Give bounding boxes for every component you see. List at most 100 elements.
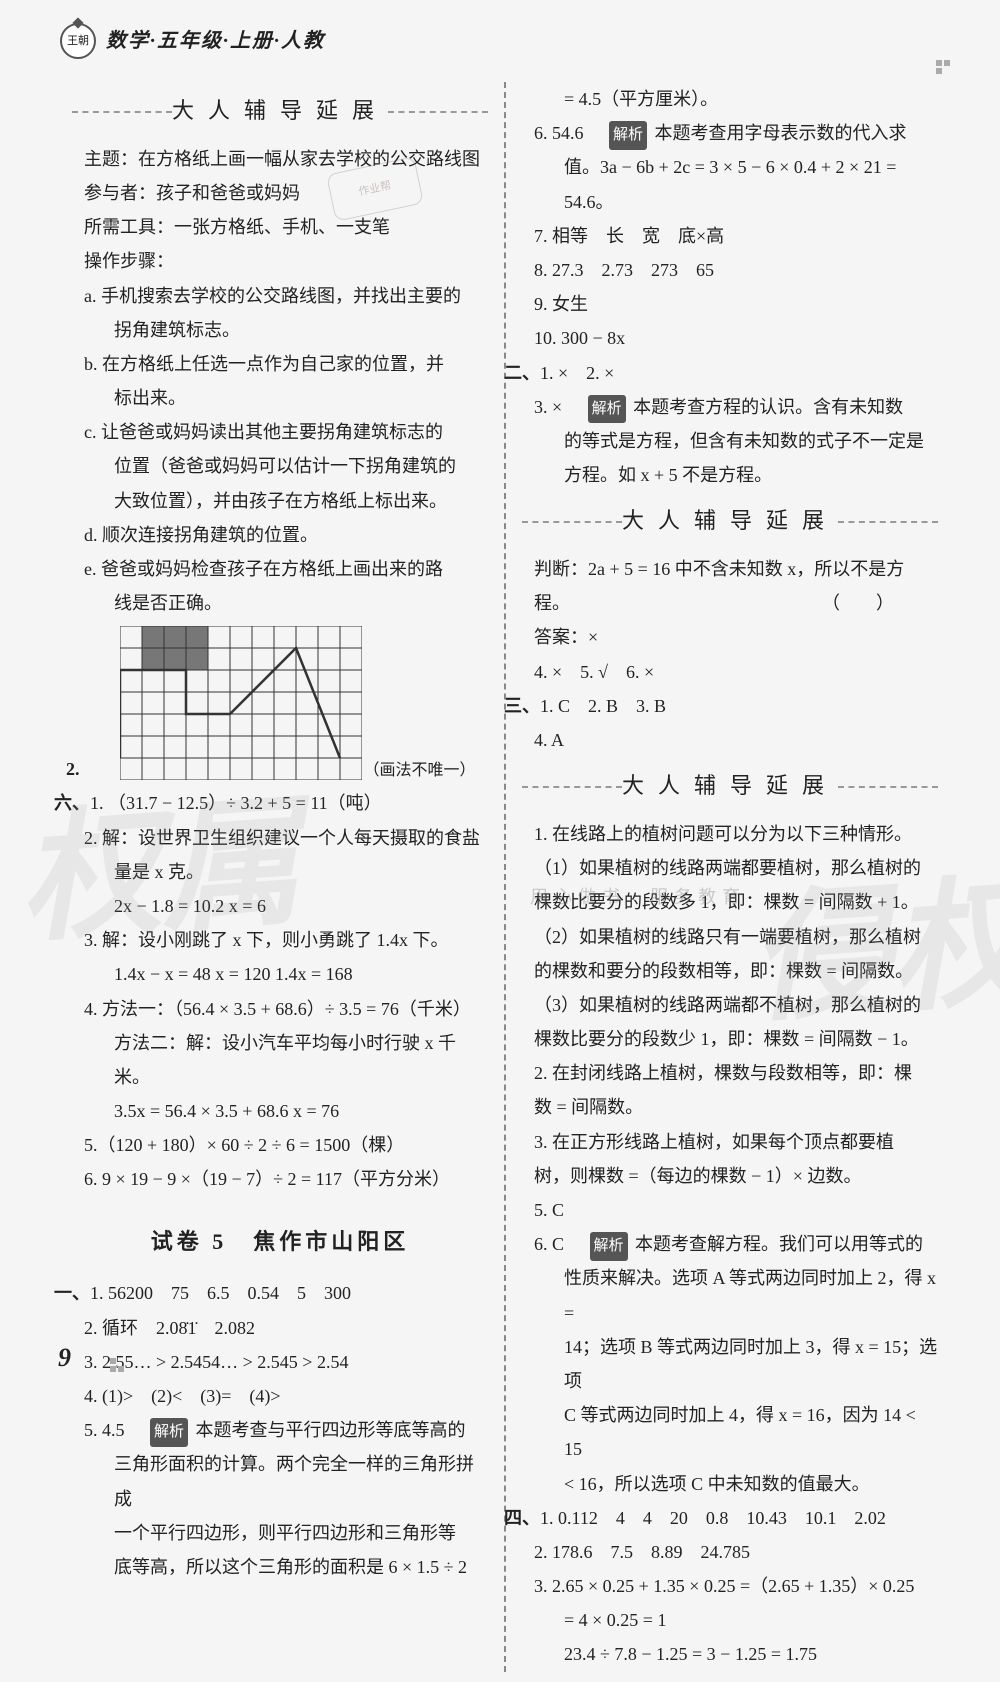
s1-1: 1. 56200 75 6.5 0.54 5 300: [90, 1283, 351, 1303]
analysis-tag: 解析: [150, 1418, 188, 1447]
s2-4: 4. × 5. √ 6. ×: [534, 655, 938, 689]
intro-tools: 所需工具：一张方格纸、手机、一支笔: [84, 210, 488, 244]
s3-6d: 14；选项 B 等式两边同时加上 3，得 x = 15；选项: [564, 1330, 938, 1398]
page-header: 王朝 数学·五年级·上册·人教: [0, 0, 1000, 72]
s1-5e: 底等高，所以这个三角形的面积是 6 × 1.5 ÷ 2: [114, 1550, 488, 1584]
section-2: 二、1. × 2. × 3. × 解析 本题考查方程的认识。含有未知数 的等式是…: [522, 356, 938, 493]
section-4: 四、1. 0.112 4 4 20 0.8 10.43 10.1 2.02 2.…: [522, 1501, 938, 1672]
s3-5: 5. C: [534, 1193, 938, 1227]
r-6: 6. 54.6 解析 本题考查用字母表示数的代入求: [534, 116, 938, 150]
g2-1: 1. 在线路上的植树问题可以分为以下三种情形。: [534, 817, 938, 851]
s3-2: 4. A: [534, 723, 938, 757]
g2-11: 树，则棵数 =（每边的棵数 − 1）× 边数。: [534, 1159, 938, 1193]
r6a: 6. 54.6: [534, 123, 602, 143]
r-8: 8. 27.3 2.73 273 65: [534, 253, 938, 287]
q2-note: （画法不唯一）: [364, 756, 476, 786]
right-column: = 4.5（平方厘米）。 6. 54.6 解析 本题考查用字母表示数的代入求 值…: [510, 82, 950, 1672]
intro-topic: 主题：在方格纸上画一幅从家去学校的公交路线图: [84, 142, 488, 176]
g2-9: 数 = 间隔数。: [534, 1090, 938, 1124]
content-area: 大人辅导延展 主题：在方格纸上画一幅从家去学校的公交路线图 参与者：孩子和爸爸或…: [0, 72, 1000, 1682]
g2-5: 的棵数和要分的段数相等，即：棵数 = 间隔数。: [534, 954, 938, 988]
s4-3c: 23.4 ÷ 7.8 − 1.25 = 3 − 1.25 = 1.75: [564, 1637, 938, 1671]
q2-label: 2.: [66, 752, 80, 786]
q2-row: 2. （画法不唯一）: [72, 620, 488, 786]
s2-3: 3. × 解析 本题考查方程的认识。含有未知数: [534, 390, 938, 424]
s6-2c: 2x − 1.8 = 10.2 x = 6: [114, 889, 488, 923]
section-1: 一、1. 56200 75 6.5 0.54 5 300 2. 循环 2.08̇…: [72, 1276, 488, 1584]
s3-1: 1. C 2. B 3. B: [540, 696, 666, 716]
r-7: 7. 相等 长 宽 底×高: [534, 219, 938, 253]
s6-4b: 方法二：解：设小汽车平均每小时行驶 x 千米。: [114, 1026, 488, 1094]
s3-6e: C 等式两边同时加上 4，得 x = 16，因为 14 < 15: [564, 1398, 938, 1466]
step-b: b. 在方格纸上任选一点作为自己家的位置，并: [84, 347, 488, 381]
step-e: e. 爸爸或妈妈检查孩子在方格纸上画出来的路: [84, 552, 488, 586]
g2-4: （2）如果植树的线路只有一端要植树，那么植树: [534, 920, 938, 954]
analysis-tag: 解析: [590, 1232, 628, 1261]
s6-4c: 3.5x = 56.4 × 3.5 + 68.6 x = 76: [114, 1094, 488, 1128]
s4-3b: = 4 × 0.25 = 1: [564, 1603, 938, 1637]
guide-banner-2: 大人辅导延展: [522, 500, 938, 542]
r6b: 本题考查用字母表示数的代入求: [655, 123, 907, 143]
s1-5c: 三角形面积的计算。两个完全一样的三角形拼成: [114, 1447, 488, 1515]
logo-icon: 王朝: [60, 23, 96, 59]
step-a-cont: 拐角建筑标志。: [114, 313, 488, 347]
header-title: 数学·五年级·上册·人教: [106, 22, 325, 60]
g1-2: 程。 （ ）: [534, 586, 938, 620]
r-10: 10. 300 − 8x: [534, 321, 938, 355]
analysis-tag: 解析: [609, 121, 647, 150]
s2-3c: 的等式是方程，但含有未知数的式子不一定是: [564, 424, 938, 458]
s6-6: 6. 9 × 19 − 9 ×（19 − 7）÷ 2 = 117（平方分米）: [84, 1162, 488, 1196]
s1-3: 3. 2.55… > 2.5454… > 2.545 > 2.54: [84, 1345, 488, 1379]
intro-steps-label: 操作步骤：: [84, 244, 488, 278]
s6-3b: 1.4x − x = 48 x = 120 1.4x = 168: [114, 957, 488, 991]
r-l0: = 4.5（平方厘米）。: [564, 82, 938, 116]
s1-5d: 一个平行四边形，则平行四边形和三角形等: [114, 1516, 488, 1550]
section-3: 三、1. C 2. B 3. B 4. A: [522, 689, 938, 757]
s1-5: 5. 4.5 解析 本题考查与平行四边形等底等高的: [84, 1413, 488, 1447]
s2-1: 1. × 2. ×: [540, 363, 614, 383]
g2-10: 3. 在正方形线路上植树，如果每个顶点都要植: [534, 1125, 938, 1159]
s4-3a: 3. 2.65 × 0.25 + 1.35 × 0.25 =（2.65 + 1.…: [534, 1569, 938, 1603]
g1-3: 答案：×: [534, 620, 938, 654]
s2-label: 二、: [504, 363, 540, 383]
s6-3: 3. 解：设小刚跳了 x 下，则小勇跳了 1.4x 下。: [84, 923, 488, 957]
s6-5: 5.（120 + 180）× 60 ÷ 2 ÷ 6 = 1500（棵）: [84, 1128, 488, 1162]
intro-participants: 参与者：孩子和爸爸或妈妈: [84, 176, 488, 210]
s1-label: 一、: [54, 1283, 90, 1303]
g2-6: （3）如果植树的线路两端都不植树，那么植树的: [534, 988, 938, 1022]
s3-6a: 6. C: [534, 1234, 582, 1254]
guide-banner-3: 大人辅导延展: [522, 765, 938, 807]
s3-label: 三、: [504, 696, 540, 716]
step-c-cont1: 位置（爸爸或妈妈可以估计一下拐角建筑的: [114, 449, 488, 483]
s6-2: 2. 解：设世界卫生组织建议一个人每天摄取的食盐: [84, 821, 488, 855]
s1-2: 2. 循环 2.08̇1̇ 2.082: [84, 1311, 488, 1345]
column-divider: [504, 82, 506, 1672]
r-9: 9. 女生: [534, 287, 938, 321]
s4-label: 四、: [504, 1508, 540, 1528]
corner-decor-tr: [936, 60, 950, 74]
grid-diagram: [120, 626, 362, 780]
analysis-tag: 解析: [588, 395, 626, 424]
guide-banner: 大人辅导延展: [72, 90, 488, 132]
g2-3: 棵数比要分的段数多 1，即：棵数 = 间隔数 + 1。: [534, 885, 938, 919]
paper-title: 试卷 5 焦作市山阳区: [72, 1221, 488, 1263]
step-a: a. 手机搜索去学校的公交路线图，并找出主要的: [84, 279, 488, 313]
step-e-cont: 线是否正确。: [114, 586, 488, 620]
s3-6c: 性质来解决。选项 A 等式两边同时加上 2，得 x =: [564, 1261, 938, 1329]
step-b-cont: 标出来。: [114, 381, 488, 415]
g1-1: 判断：2a + 5 = 16 中不含未知数 x，所以不是方: [534, 552, 938, 586]
s1-5a: 5. 4.5: [84, 1420, 143, 1440]
page-number: 9: [58, 1333, 71, 1382]
s6-1: 1. （31.7 − 12.5）÷ 3.2 + 5 = 11（吨）: [90, 793, 382, 813]
r-6d: 54.6。: [564, 185, 938, 219]
s4-1: 1. 0.112 4 4 20 0.8 10.43 10.1 2.02: [540, 1508, 886, 1528]
s1-4: 4. (1)> (2)< (3)= (4)>: [84, 1379, 488, 1413]
s2-3d: 方程。如 x + 5 不是方程。: [564, 458, 938, 492]
s3-6f: < 16，所以选项 C 中未知数的值最大。: [564, 1467, 938, 1501]
section-6: 六、1. （31.7 − 12.5）÷ 3.2 + 5 = 11（吨） 2. 解…: [72, 786, 488, 1196]
s6-label: 六、: [54, 793, 90, 813]
left-column: 大人辅导延展 主题：在方格纸上画一幅从家去学校的公交路线图 参与者：孩子和爸爸或…: [60, 82, 500, 1672]
step-d: d. 顺次连接拐角建筑的位置。: [84, 518, 488, 552]
r-6c: 值。3a − 6b + 2c = 3 × 5 − 6 × 0.4 + 2 × 2…: [564, 150, 938, 184]
s6-4: 4. 方法一：（56.4 × 3.5 + 68.6）÷ 3.5 = 76（千米）: [84, 992, 488, 1026]
